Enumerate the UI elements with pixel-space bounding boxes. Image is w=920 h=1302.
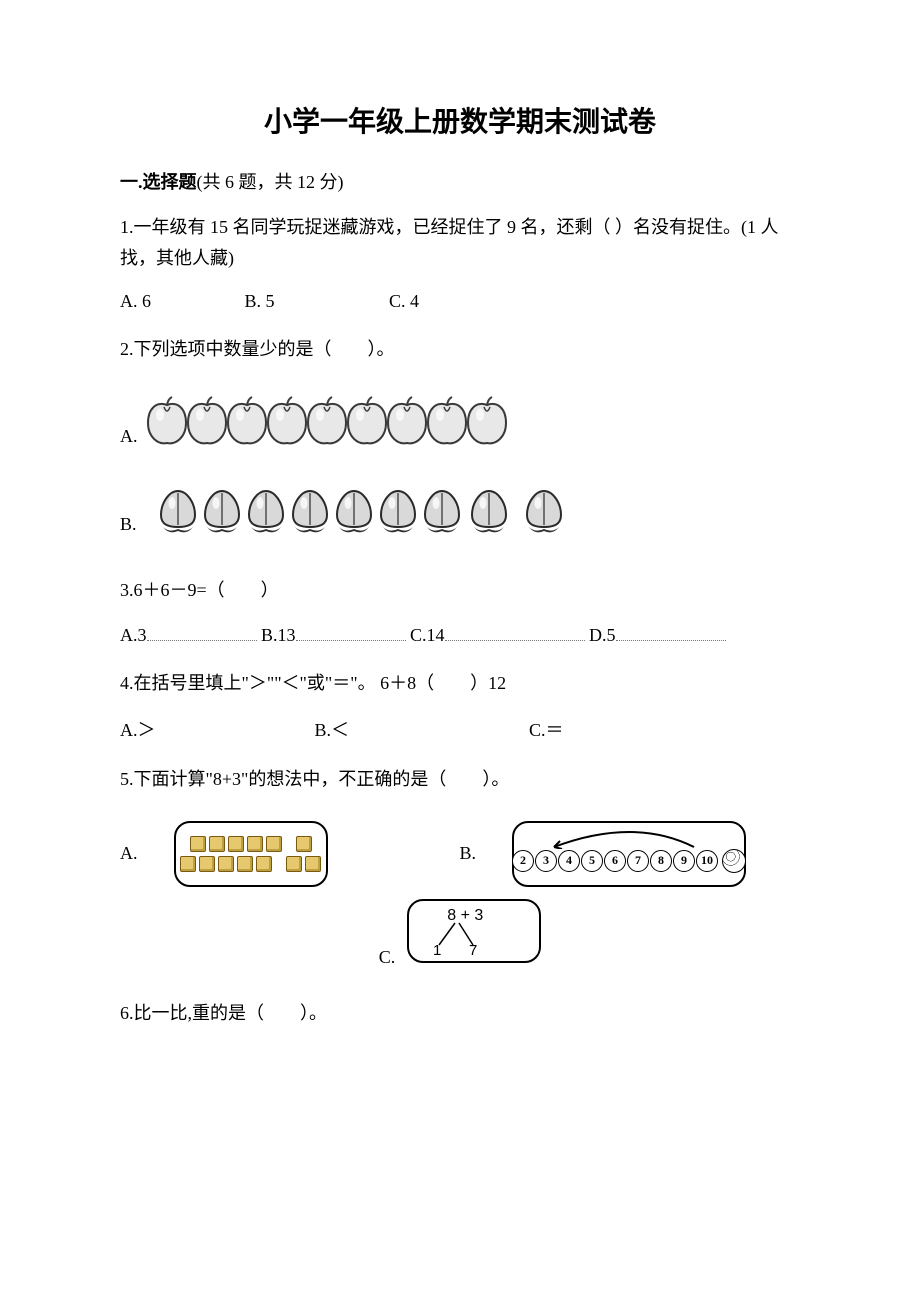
peach-strip xyxy=(153,487,569,535)
q4-text: 4.在括号里填上"＞""＜"或"＝"。 6＋8（ ）12 xyxy=(120,668,800,699)
q4-options: A.＞ B.＜ C.＝ xyxy=(120,716,800,742)
q3-opt-b: B.13 xyxy=(261,625,296,646)
number-circle: 4 xyxy=(558,850,580,872)
peach-icon xyxy=(153,487,203,535)
q5-c-label: C. xyxy=(379,947,396,967)
number-circle: 6 xyxy=(604,850,626,872)
q4-opt-a: A.＞ xyxy=(120,716,310,742)
q4-opt-b: B.＜ xyxy=(315,716,525,742)
q5-b-label: B. xyxy=(460,843,477,864)
q2-b-label: B. xyxy=(120,514,137,535)
peach-icon xyxy=(285,487,335,535)
number-circle: 8 xyxy=(650,850,672,872)
q3-opt-a: A.3 xyxy=(120,625,147,646)
q5-a-label: A. xyxy=(120,843,138,864)
cubes-bottom-row xyxy=(180,856,321,872)
q1-opt-a: A. 6 xyxy=(120,291,240,312)
number-strip: 2345678910 xyxy=(512,849,746,873)
soccer-ball-icon xyxy=(722,849,746,873)
q5-fig-c: 8 + 3 1 7 xyxy=(407,899,541,963)
peach-icon xyxy=(329,487,379,535)
peach-icon xyxy=(417,487,467,535)
number-circle: 7 xyxy=(627,850,649,872)
peach-icon xyxy=(519,487,569,535)
q3-options: A.3 B.13 C.14 D.5 xyxy=(120,623,800,645)
number-circle: 9 xyxy=(673,850,695,872)
split-lines-icon: 1 7 xyxy=(431,921,491,957)
q1-opt-b: B. 5 xyxy=(245,291,385,312)
peach-icon xyxy=(197,487,247,535)
page-title: 小学一年级上册数学期末测试卷 xyxy=(120,100,800,140)
q5-fig-a xyxy=(174,821,328,887)
q2-option-b-row: B. xyxy=(120,487,800,535)
q3-opt-d: D.5 xyxy=(589,625,616,646)
apple-strip xyxy=(144,395,510,447)
cubes-top-row xyxy=(190,836,312,852)
peach-icon xyxy=(241,487,291,535)
page: 小学一年级上册数学期末测试卷 一.选择题(共 6 题，共 12 分) 1.一年级… xyxy=(0,0,920,1302)
q5-row-c: C. 8 + 3 1 7 xyxy=(120,899,800,968)
peach-icon xyxy=(373,487,423,535)
q3-text: 3.6＋6－9=（ ） xyxy=(120,575,800,606)
section-1-header: 一.选择题(共 6 题，共 12 分) xyxy=(120,168,800,194)
q6-text: 6.比一比,重的是（ ）。 xyxy=(120,998,800,1029)
q5-text: 5.下面计算"8+3"的想法中，不正确的是（ ）。 xyxy=(120,764,800,795)
q2-option-a-row: A. xyxy=(120,395,800,447)
q1-opt-c: C. 4 xyxy=(389,291,419,312)
q2-text: 2.下列选项中数量少的是（ ）。 xyxy=(120,334,800,365)
number-circle: 10 xyxy=(696,850,718,872)
q5-row-ab: A. B. 2345678910 xyxy=(120,821,800,887)
arc-arrow-icon xyxy=(544,827,704,849)
number-circle: 2 xyxy=(512,850,534,872)
q5-fig-b: 2345678910 xyxy=(512,821,746,887)
peach-icon xyxy=(461,487,511,535)
q2-a-label: A. xyxy=(120,426,138,447)
q4-opt-c: C.＝ xyxy=(529,716,564,742)
q1-text: 1.一年级有 15 名同学玩捉迷藏游戏，已经捉住了 9 名，还剩（ ）名没有捉住… xyxy=(120,212,800,273)
number-circle: 5 xyxy=(581,850,603,872)
q5-c-left: 1 xyxy=(433,942,441,957)
number-circle: 3 xyxy=(535,850,557,872)
section-1-label: 一.选择题 xyxy=(120,172,197,192)
q1-options: A. 6 B. 5 C. 4 xyxy=(120,291,800,312)
q5-c-right: 7 xyxy=(469,942,477,957)
apple-icon xyxy=(464,395,510,447)
q3-opt-c: C.14 xyxy=(410,625,445,646)
section-1-meta: (共 6 题，共 12 分) xyxy=(197,172,344,192)
